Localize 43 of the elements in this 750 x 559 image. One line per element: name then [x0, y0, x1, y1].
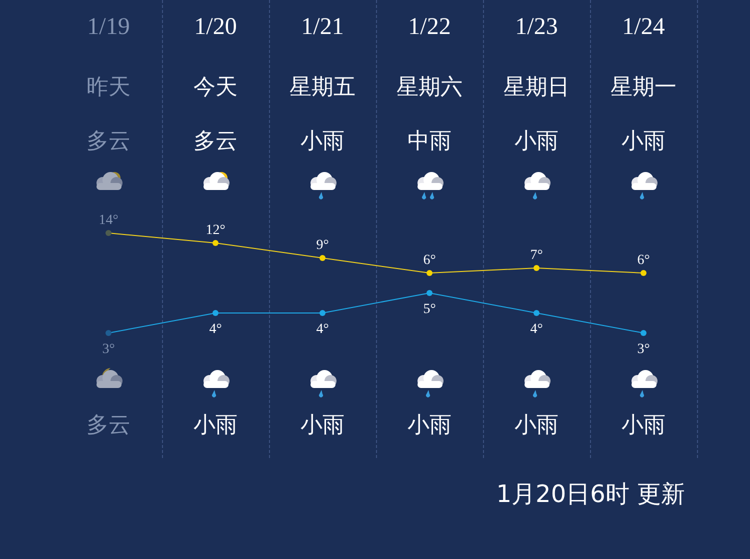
data-label: 6°: [423, 253, 436, 268]
text: 小雨: [300, 128, 346, 156]
text: 星期五: [288, 74, 356, 102]
x-tick-label: 1/21: [300, 14, 345, 41]
data-label: 6°: [637, 253, 650, 268]
point: [320, 255, 326, 261]
point: [106, 230, 112, 236]
text: 中雨: [406, 128, 452, 156]
text: 多云: [86, 412, 132, 440]
text: 多云: [192, 128, 238, 156]
text: 今天: [192, 74, 238, 102]
x-tick-label: 1/22: [407, 14, 452, 41]
data-label: 3°: [102, 342, 115, 357]
data-label: 3°: [637, 342, 650, 357]
x-tick-label: 1/23: [514, 14, 559, 41]
data-label: 4°: [530, 322, 543, 337]
text: 小雨: [514, 128, 560, 156]
text: 小雨: [300, 412, 346, 440]
point: [212, 240, 218, 246]
text: 小雨: [192, 412, 238, 440]
text: 星期日: [502, 74, 570, 102]
text: 星期一: [610, 74, 678, 102]
text: 小雨: [620, 128, 666, 156]
text: 小雨: [514, 412, 560, 440]
text: 1月20日6时 更新: [496, 479, 685, 510]
data-label: 4°: [209, 322, 222, 337]
x-tick-label: 1/24: [621, 14, 666, 41]
x-tick-label: 1/20: [193, 14, 238, 41]
text: 星期六: [396, 74, 464, 102]
point: [426, 270, 432, 276]
text: 昨天: [86, 74, 132, 102]
data-label: 14°: [98, 213, 118, 228]
point: [534, 265, 540, 271]
x-tick-label: 1/19: [86, 14, 131, 41]
data-label: 4°: [316, 322, 329, 337]
data-label: 7°: [530, 248, 543, 263]
text: 小雨: [406, 412, 452, 440]
data-label: 9°: [316, 238, 329, 253]
data-label: 5°: [423, 302, 436, 317]
data-label: 12°: [206, 223, 226, 238]
text: 小雨: [620, 412, 666, 440]
point: [640, 270, 646, 276]
text: 多云: [86, 128, 132, 156]
